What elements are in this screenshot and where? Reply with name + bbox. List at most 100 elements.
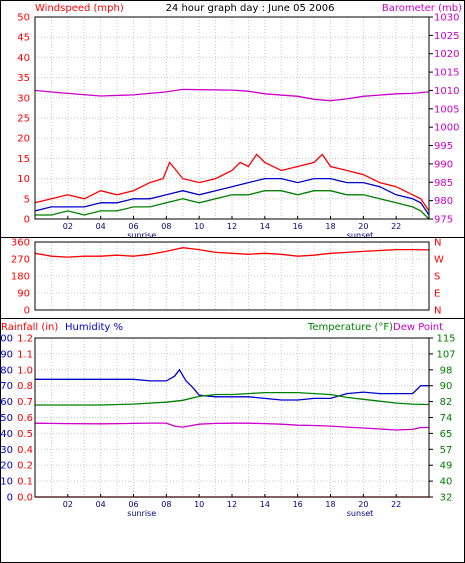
humidity-tick-label: 0 bbox=[7, 493, 13, 504]
panel3-rainfall-ticks: 0.0 0.1 0.2 0.4 0.5 0.6 0.7 0.8 1.0 1.1 1.2 bbox=[17, 334, 33, 504]
direction-tick-label: 180 bbox=[11, 272, 30, 283]
rainfall-tick-label: 0.4 bbox=[17, 445, 33, 456]
humidity-tick-label: 20 bbox=[0, 461, 13, 472]
series-line-humidity bbox=[35, 368, 429, 401]
barometer-tick-label: 1030 bbox=[434, 13, 459, 24]
humidity-tick-label: 70 bbox=[0, 381, 13, 392]
x-tick-label: 18 bbox=[325, 222, 335, 231]
windspeed-tick-label: 25 bbox=[17, 114, 30, 125]
rainfall-axis-label: Rainfall (in) bbox=[1, 322, 58, 333]
barometer-tick-label: 1020 bbox=[434, 49, 459, 60]
x-tick-label: 18 bbox=[325, 500, 335, 509]
humidity-tick-label: 40 bbox=[0, 429, 13, 440]
dewpoint-axis-label: Dew Point bbox=[393, 322, 443, 333]
event-label-sunset: sunset bbox=[347, 509, 374, 518]
rainfall-tick-label: 0.1 bbox=[17, 477, 33, 488]
panel1-grid bbox=[35, 17, 429, 219]
series-line-average bbox=[34, 177, 430, 216]
barometer-tick-label: 975 bbox=[434, 215, 453, 226]
temperature-tick-label: 82 bbox=[440, 397, 453, 408]
panel1-x-ticks: 02 04 06 08 10 12 14 16 18 20 22 sunrise sunset bbox=[63, 216, 401, 240]
x-tick-label: 06 bbox=[128, 222, 138, 231]
compass-label: N bbox=[434, 306, 441, 317]
windspeed-tick-label: 30 bbox=[17, 93, 30, 104]
temperature-tick-label: 98 bbox=[440, 365, 453, 376]
x-tick-label: 10 bbox=[194, 222, 204, 231]
temperature-axis-label: Temperature (°F) bbox=[307, 322, 393, 333]
windspeed-tick-label: 0 bbox=[24, 215, 30, 226]
barometer-tick-label: 1010 bbox=[434, 86, 459, 97]
windspeed-tick-label: 10 bbox=[17, 174, 30, 185]
windspeed-tick-label: 15 bbox=[17, 154, 30, 165]
windspeed-axis-label: Windspeed (mph) bbox=[35, 3, 124, 14]
x-tick-label: 16 bbox=[293, 500, 303, 509]
temperature-tick-label: 57 bbox=[440, 445, 453, 456]
event-label-sunset: sunset bbox=[347, 231, 374, 240]
direction-tick-label: 360 bbox=[11, 238, 30, 249]
x-tick-label: 12 bbox=[227, 222, 237, 231]
barometer-tick-label: 1015 bbox=[434, 68, 459, 79]
rainfall-tick-label: 1.2 bbox=[17, 334, 33, 345]
compass-label: W bbox=[434, 255, 444, 266]
x-tick-label: 22 bbox=[391, 222, 401, 231]
temperature-tick-label: 65 bbox=[440, 429, 453, 440]
windspeed-tick-label: 20 bbox=[17, 134, 30, 145]
series-line-direction bbox=[34, 247, 430, 258]
x-tick-label: 20 bbox=[358, 222, 368, 231]
humidity-tick-label: 90 bbox=[0, 349, 13, 360]
panel2-frame bbox=[34, 241, 430, 311]
barometer-tick-label: 1000 bbox=[434, 123, 459, 134]
x-tick-label: 02 bbox=[63, 222, 73, 231]
panel3-humidity-ticks: 0 10 20 30 40 50 60 70 80 90 100 bbox=[0, 334, 13, 504]
panel1-series bbox=[34, 88, 430, 220]
rainfall-tick-label: 1.0 bbox=[17, 365, 33, 376]
humidity-tick-label: 100 bbox=[0, 334, 13, 345]
temperature-tick-label: 107 bbox=[436, 349, 455, 360]
panel1-right-ticks: 975 980 985 990 995 1000 1005 1010 1015 1020 1025 1… bbox=[429, 13, 459, 226]
barometer-tick-label: 995 bbox=[434, 141, 453, 152]
series-line-minimum bbox=[35, 190, 430, 220]
series-line-barometer bbox=[34, 88, 430, 102]
x-tick-label: 08 bbox=[161, 222, 171, 231]
rainfall-tick-label: 1.1 bbox=[17, 349, 33, 360]
windspeed-tick-label: 5 bbox=[24, 194, 30, 205]
panel1-left-ticks: 0 5 10 15 20 25 30 35 40 45 50 bbox=[17, 13, 30, 226]
event-label-sunrise: sunrise bbox=[127, 231, 156, 240]
panel2-left-ticks: 0 90 180 270 360 bbox=[11, 238, 30, 317]
x-tick-label: 06 bbox=[128, 500, 138, 509]
temperature-tick-label: 32 bbox=[440, 493, 453, 504]
barometer-tick-label: 980 bbox=[434, 196, 453, 207]
barometer-axis-label: Barometer (mb) bbox=[382, 3, 462, 14]
panel3-x-ticks: 02 04 06 08 10 12 14 16 18 20 22 sunrise sunset bbox=[63, 494, 401, 518]
barometer-tick-label: 985 bbox=[434, 178, 453, 189]
series-line-gust bbox=[34, 153, 430, 212]
humidity-tick-label: 30 bbox=[0, 445, 13, 456]
rainfall-tick-label: 0.0 bbox=[17, 493, 33, 504]
temperature-tick-label: 40 bbox=[440, 477, 453, 488]
humidity-tick-label: 50 bbox=[0, 413, 13, 424]
rainfall-tick-label: 0.2 bbox=[17, 461, 33, 472]
x-tick-label: 20 bbox=[358, 500, 368, 509]
temperature-tick-label: 115 bbox=[436, 334, 455, 345]
x-tick-label: 10 bbox=[194, 500, 204, 509]
series-line-dewpoint bbox=[34, 422, 429, 431]
x-tick-label: 04 bbox=[96, 222, 106, 231]
x-tick-label: 08 bbox=[161, 500, 171, 509]
x-tick-label: 14 bbox=[260, 222, 270, 231]
rainfall-tick-label: 0.6 bbox=[17, 413, 33, 424]
windspeed-tick-label: 35 bbox=[17, 73, 30, 84]
rainfall-tick-label: 0.8 bbox=[17, 381, 33, 392]
windspeed-tick-label: 40 bbox=[17, 53, 30, 64]
barometer-tick-label: 1025 bbox=[434, 31, 459, 42]
humidity-tick-label: 80 bbox=[0, 365, 13, 376]
direction-tick-label: 90 bbox=[17, 289, 30, 300]
panel2-series bbox=[34, 247, 430, 258]
direction-tick-label: 0 bbox=[24, 306, 30, 317]
x-tick-label: 22 bbox=[391, 500, 401, 509]
temperature-tick-label: 74 bbox=[440, 413, 453, 424]
temperature-tick-label: 49 bbox=[440, 461, 453, 472]
panel2-grid bbox=[35, 242, 429, 310]
humidity-axis-label: Humidity % bbox=[65, 322, 123, 333]
